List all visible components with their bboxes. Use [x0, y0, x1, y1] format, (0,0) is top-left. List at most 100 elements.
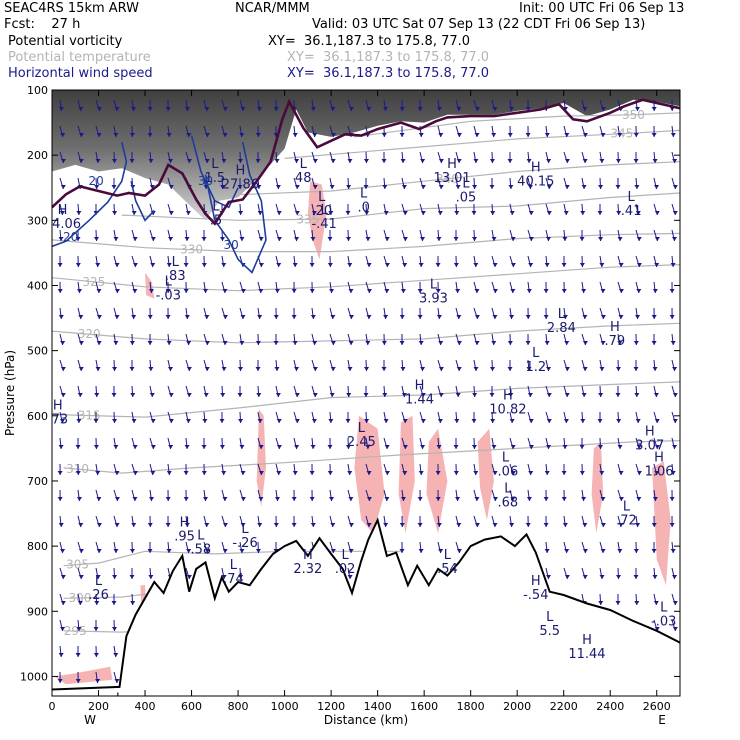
wind-vector-head — [472, 185, 478, 189]
wind-vector-head — [237, 159, 243, 163]
wind-vector-head — [474, 107, 480, 111]
wind-vector-head — [564, 367, 570, 371]
wind-vector-head — [436, 315, 442, 319]
wind-vector-head — [366, 471, 372, 475]
wind-vector-head — [418, 263, 424, 267]
wind-vector-head — [258, 471, 264, 475]
wind-vector-head — [276, 237, 282, 241]
wind-vector-head — [564, 185, 570, 189]
wind-vector-head — [347, 367, 353, 371]
wind-vector-head — [473, 471, 479, 475]
theta-contour-label: 350 — [622, 108, 645, 122]
plot-frame — [51, 89, 681, 697]
wind-vector-head — [96, 549, 102, 553]
wind-vector-head — [222, 523, 228, 527]
wind-vector-head — [491, 445, 497, 449]
x-axis-left-end: W — [84, 713, 96, 727]
extremum-annotation: L.74 — [223, 558, 244, 587]
extremum-value: 3.07 — [635, 438, 664, 453]
wind-vector-head — [150, 419, 156, 423]
wind-vector-head — [60, 549, 66, 553]
wind-vector-head — [76, 497, 82, 501]
wind-vector-head — [294, 393, 300, 397]
wind-vector-head — [597, 211, 603, 215]
wind-vector-head — [330, 341, 336, 345]
wind-vector-head — [455, 289, 461, 293]
wind-vector-head — [168, 445, 174, 449]
wind-vector-head — [60, 185, 66, 189]
extremum-value: .79 — [605, 334, 626, 349]
wind-vector-head — [186, 575, 192, 579]
wind-vector-head — [672, 211, 678, 215]
wind-vector-head — [634, 107, 640, 111]
wind-vector-head — [114, 471, 120, 475]
wind-vector-head — [418, 549, 424, 553]
wind-vector-head — [149, 185, 155, 189]
wind-vector-head — [330, 315, 336, 319]
wind-vector-head — [294, 367, 300, 371]
extremum-annotation: L3.93 — [419, 278, 448, 307]
wind-vector-head — [312, 133, 318, 137]
wind-vector-head — [95, 367, 101, 371]
x-tick-label: 1600 — [410, 700, 438, 713]
wind-vector-head — [276, 419, 282, 423]
theta-contour — [214, 161, 680, 197]
wind-vector-head — [75, 445, 81, 449]
wind-vector-head — [310, 315, 316, 319]
wind-vector-head — [453, 263, 459, 267]
wind-vector-head — [348, 289, 354, 293]
wind-vector-head — [399, 315, 405, 319]
wind-vector-head — [327, 237, 333, 241]
wind-vector-head — [312, 159, 318, 163]
wind-vector-head — [510, 471, 516, 475]
wind-vector-head — [346, 393, 352, 397]
theta-contour-label: 345 — [610, 127, 633, 141]
wind-vector-head — [474, 133, 480, 137]
wind-vector-head — [347, 263, 353, 267]
wind-vector-head — [474, 523, 480, 527]
wind-vector-head — [148, 159, 154, 163]
extremum-value: 27.86 — [222, 178, 259, 193]
field-name-theta: Potential temperature — [8, 50, 151, 65]
wind-vector-head — [417, 107, 423, 111]
wind-vector-head — [582, 523, 588, 527]
extremum-type: H — [654, 450, 664, 465]
extremum-annotation: H3.07 — [635, 424, 664, 453]
extremum-value: 13.01 — [433, 171, 470, 186]
wind-vector-head — [400, 159, 406, 163]
wind-vector-head — [345, 211, 351, 215]
wind-vector-head — [654, 419, 660, 423]
wind-vector-head — [546, 419, 552, 423]
wind-vector-head — [582, 107, 588, 111]
wind-vector-head — [147, 133, 153, 137]
wind-vector-head — [183, 263, 189, 267]
wind-vector-head — [618, 289, 624, 293]
wind-vector-head — [417, 523, 423, 527]
wind-vector-head — [672, 185, 678, 189]
wind-vector-head — [94, 601, 100, 605]
extremum-value: .41 — [621, 204, 642, 219]
wind-vector-head — [112, 575, 118, 579]
wind-vector-head — [402, 263, 408, 267]
wind-vector-head — [165, 289, 171, 293]
wind-vector-head — [525, 107, 531, 111]
x-tick-label: 1000 — [271, 700, 299, 713]
wind-vector-head — [510, 289, 516, 293]
wind-vector-head — [111, 393, 117, 397]
wind-vector-head — [292, 133, 298, 137]
wind-vector-head — [455, 185, 461, 189]
wind-vector-head — [383, 419, 389, 423]
wind-vector-head — [150, 237, 156, 241]
wind-vector-head — [579, 471, 585, 475]
wind-vector-head — [615, 393, 621, 397]
wind-vector-head — [436, 107, 442, 111]
wind-vector-head — [652, 289, 658, 293]
wind-vector-head — [526, 289, 532, 293]
wind-vector-head — [129, 159, 135, 163]
wind-vector-head — [581, 289, 587, 293]
wind-vector-head — [417, 315, 423, 319]
wind-vector-head — [635, 523, 641, 527]
wind-vector-head — [564, 549, 570, 553]
extremum-annotation: L1.5 — [204, 157, 225, 186]
wind-vector-head — [348, 497, 354, 501]
